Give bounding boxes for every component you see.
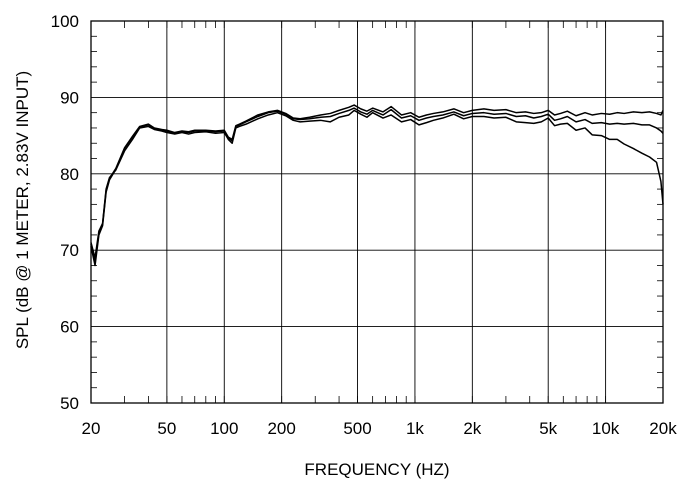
grid-lines [91, 21, 663, 403]
x-tick-label: 500 [343, 419, 371, 438]
y-tick-labels: 50 60 70 80 90 100 [51, 12, 79, 413]
x-tick-label: 100 [210, 419, 238, 438]
x-axis-label: FREQUENCY (HZ) [304, 460, 449, 479]
x-tick-label: 2k [463, 419, 481, 438]
x-tick-label: 20 [82, 419, 101, 438]
response-curve-1 [90, 109, 664, 259]
y-tick-label: 100 [51, 12, 79, 31]
x-tick-label: 200 [267, 419, 295, 438]
x-tick-label: 1k [406, 419, 424, 438]
plot-frame [90, 20, 664, 404]
y-tick-label: 70 [60, 241, 79, 260]
x-tick-label: 5k [539, 419, 557, 438]
x-tick-label: 20k [649, 419, 677, 438]
y-axis-label: SPL (dB @ 1 METER, 2.83V INPUT) [13, 71, 32, 349]
y-tick-label: 80 [60, 165, 79, 184]
x-tick-label: 10k [592, 419, 620, 438]
response-curve-3 [90, 104, 664, 263]
y-tick-label: 90 [60, 88, 79, 107]
y-tick-label: 60 [60, 318, 79, 337]
y-tick-label: 50 [60, 394, 79, 413]
x-tick-labels: 20 50 100 200 500 1k 2k 5k 10k 20k [82, 419, 678, 438]
response-curve-2 [90, 107, 664, 267]
x-tick-label: 50 [157, 419, 176, 438]
series-layer [90, 104, 664, 267]
